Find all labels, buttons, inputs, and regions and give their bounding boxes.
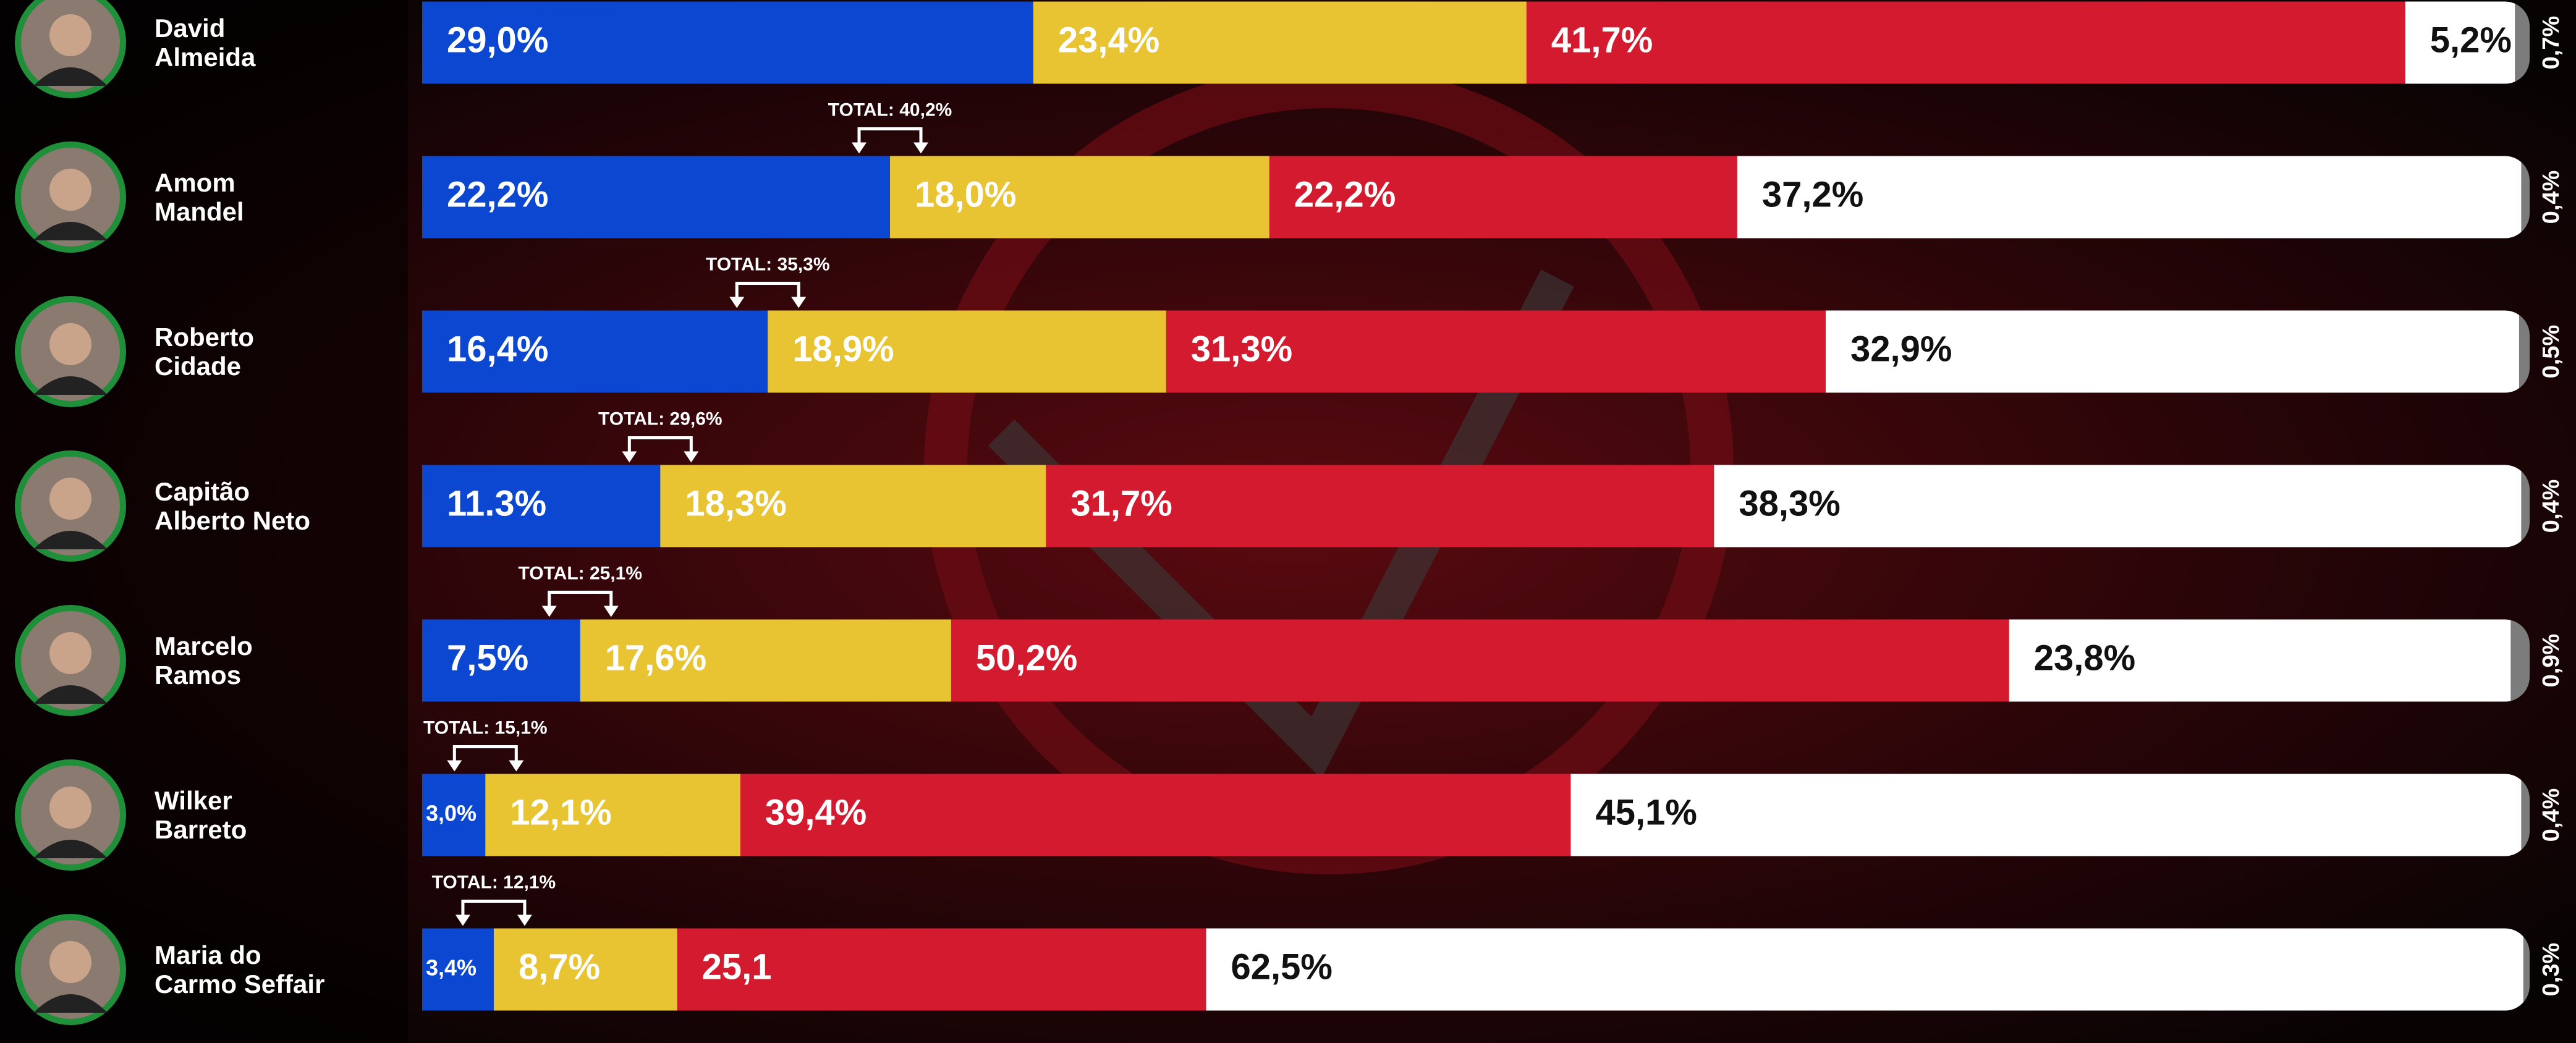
photo-face [49, 323, 91, 365]
page: 29,0% 23,4% 41,7% 5,2% 0,7% 22,2% 18,0% 22,2% 37… [0, 0, 2576, 1043]
bar-row [422, 620, 2530, 702]
value-label: 31,7% [1070, 483, 1172, 523]
bar-segment [1527, 2, 2405, 84]
bar-row [422, 2, 2530, 84]
value-label: 5,2% [2430, 20, 2512, 60]
total-label: TOTAL: 40,2% [828, 99, 952, 120]
value-label: 18,3% [685, 483, 786, 523]
value-label: 23,8% [2034, 638, 2135, 678]
photo-face [49, 478, 91, 520]
value-label: 3,4% [426, 955, 477, 981]
value-label: 11.3% [447, 483, 546, 523]
bar-row [422, 311, 2530, 393]
value-label: 0,9% [2538, 634, 2564, 688]
value-label: 0,3% [2538, 943, 2564, 997]
value-label: 25,1 [702, 947, 772, 987]
value-label: 3,0% [426, 801, 477, 826]
value-label: 32,9% [1850, 329, 1952, 369]
value-label: 23,4% [1058, 20, 1159, 60]
value-label: 39,4% [765, 792, 866, 832]
value-label: 12,1% [510, 792, 611, 832]
value-label: 50,2% [976, 638, 1077, 678]
value-label: 22,2% [1294, 174, 1396, 214]
value-label: 18,9% [792, 329, 894, 369]
candidate-name: Roberto Cidade [155, 323, 254, 381]
value-label: 38,3% [1739, 483, 1840, 523]
value-label: 0,4% [2538, 479, 2564, 533]
total-label: TOTAL: 15,1% [423, 717, 548, 738]
value-label: 16,4% [447, 329, 548, 369]
value-label: 31,3% [1191, 329, 1292, 369]
value-label: 7,5% [447, 638, 528, 678]
candidate-name: Wilker Barreto [155, 786, 247, 844]
candidate-name: Capitão Alberto Neto [155, 477, 310, 535]
value-label: 45,1% [1595, 792, 1697, 832]
bar-row [422, 156, 2530, 239]
value-label: 8,7% [519, 947, 600, 987]
value-label: 41,7% [1551, 20, 1653, 60]
photo-face [49, 632, 91, 674]
candidate-name: Amom Mandel [155, 168, 244, 226]
value-label: 0,7% [2538, 16, 2564, 70]
bar-segment [1570, 774, 2521, 856]
candidate-name: Marcelo Ramos [155, 631, 253, 690]
total-label: TOTAL: 35,3% [706, 254, 830, 274]
photo-face [49, 14, 91, 56]
value-label: 17,6% [605, 638, 706, 678]
value-label: 0,4% [2538, 171, 2564, 224]
total-label: TOTAL: 29,6% [598, 408, 722, 429]
total-label: TOTAL: 25,1% [518, 563, 642, 583]
total-label: TOTAL: 12,1% [432, 872, 556, 892]
value-label: 62,5% [1231, 947, 1332, 987]
chart: 29,0% 23,4% 41,7% 5,2% 0,7% 22,2% 18,0% 22,2% 37… [0, 0, 2576, 1043]
candidate-name: David Almeida [155, 14, 255, 72]
bar-segment [1206, 929, 2524, 1011]
value-label: 29,0% [447, 20, 548, 60]
value-label: 37,2% [1762, 174, 1863, 214]
bar-segment [951, 620, 2009, 702]
bar-row [422, 774, 2530, 856]
candidate-name: Maria do Carmo Seffair [155, 940, 324, 999]
value-label: 22,2% [447, 174, 548, 214]
value-label: 0,4% [2538, 788, 2564, 842]
photo-face [49, 169, 91, 211]
value-label: 18,0% [915, 174, 1016, 214]
photo-face [49, 941, 91, 983]
value-label: 0,5% [2538, 325, 2564, 379]
photo-face [49, 787, 91, 829]
